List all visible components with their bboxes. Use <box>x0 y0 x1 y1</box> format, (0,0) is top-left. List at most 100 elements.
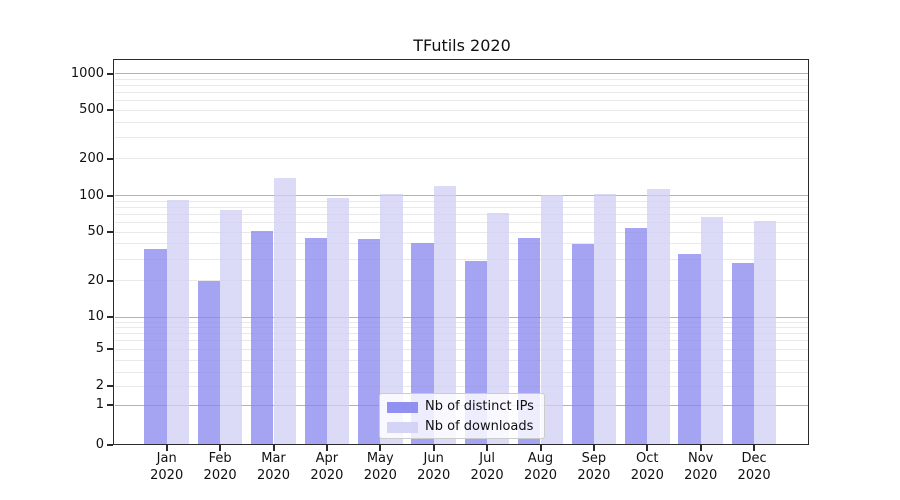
y-tick-1 <box>107 404 113 406</box>
y-gridline-minor-7 <box>115 333 809 335</box>
x-tick-label-jan: Jan 2020 <box>150 451 184 483</box>
y-tick-1000 <box>107 72 113 75</box>
y-gridline-minor-200 <box>115 158 809 160</box>
chart-title: TFutils 2020 <box>413 36 511 55</box>
bar-downloads-aug <box>540 194 563 445</box>
bar-ips-feb <box>197 280 221 445</box>
bar-downloads-dec <box>754 220 777 445</box>
y-gridline-major-10 <box>115 316 809 318</box>
y-gridline-minor-50 <box>115 231 809 233</box>
x-tick-mar <box>272 445 275 451</box>
x-tick-label-jun: Jun 2020 <box>417 451 451 483</box>
bar-ips-apr <box>304 237 327 445</box>
y-tick-5 <box>107 348 113 350</box>
y-tick-label-0: 0 <box>95 437 104 452</box>
y-gridline-minor-70 <box>115 213 809 215</box>
bar-downloads-sep <box>593 194 617 445</box>
y-gridline-minor-9 <box>115 321 809 323</box>
x-tick-label-apr: Apr 2020 <box>310 451 344 483</box>
x-tick-label-dec: Dec 2020 <box>737 451 771 483</box>
x-tick-label-mar: Mar 2020 <box>256 451 291 483</box>
x-tick-label-may: May 2020 <box>363 451 397 483</box>
y-gridline-minor-80 <box>115 206 809 208</box>
bar-downloads-mar <box>273 177 296 445</box>
y-gridline-minor-20 <box>115 280 809 282</box>
y-gridline-minor-30 <box>115 258 809 260</box>
x-tick-sep <box>592 445 595 451</box>
bar-downloads-oct <box>647 189 670 445</box>
y-gridline-minor-800 <box>115 85 809 87</box>
x-tick-label-sep: Sep 2020 <box>577 451 611 483</box>
bar-downloads-jun <box>433 186 456 445</box>
y-tick-label-5: 5 <box>95 341 104 356</box>
bar-ips-sep <box>571 243 594 445</box>
legend-swatch-distinct-ips-icon <box>387 401 418 413</box>
y-tick-label-20: 20 <box>87 272 104 288</box>
y-gridline-major-100 <box>115 195 809 196</box>
y-tick-label-500: 500 <box>79 102 104 118</box>
y-tick-10 <box>107 316 113 319</box>
y-tick-label-1000: 1000 <box>70 65 104 81</box>
bar-ips-mar <box>251 231 274 445</box>
y-tick-label-2: 2 <box>95 378 104 393</box>
x-tick-oct <box>646 445 649 451</box>
y-tick-0 <box>107 444 113 446</box>
legend: Nb of distinct IPs Nb of downloads <box>379 393 545 439</box>
y-gridline-minor-4 <box>115 359 809 361</box>
y-gridline-minor-40 <box>115 243 809 245</box>
y-gridline-minor-3 <box>115 371 809 373</box>
y-gridline-minor-700 <box>115 92 809 94</box>
y-tick-50 <box>107 231 113 234</box>
bar-downloads-feb <box>220 210 243 445</box>
y-gridline-minor-400 <box>115 121 809 123</box>
y-gridline-minor-900 <box>115 78 809 80</box>
legend-label-downloads: Nb of downloads <box>425 419 534 434</box>
x-tick-jan <box>165 445 168 451</box>
y-gridline-minor-2 <box>115 385 809 387</box>
y-tick-label-50: 50 <box>87 224 104 240</box>
bar-ips-dec <box>731 262 755 445</box>
y-gridline-minor-90 <box>115 200 809 202</box>
y-tick-label-10: 10 <box>87 309 104 325</box>
x-tick-may <box>379 445 382 451</box>
y-gridline-major-1000 <box>115 73 809 75</box>
y-tick-2 <box>107 385 113 387</box>
bar-downloads-apr <box>326 197 350 445</box>
y-tick-label-100: 100 <box>79 187 104 203</box>
x-tick-nov <box>699 445 702 451</box>
legend-row-distinct-ips: Nb of distinct IPs <box>380 397 544 417</box>
x-tick-aug <box>539 445 542 451</box>
legend-label-distinct-ips: Nb of distinct IPs <box>425 399 534 414</box>
x-tick-jun <box>432 445 435 451</box>
x-tick-apr <box>325 445 328 451</box>
bar-ips-oct <box>625 228 648 445</box>
y-tick-100 <box>107 194 113 197</box>
x-tick-dec <box>753 445 756 451</box>
y-gridline-minor-300 <box>115 136 809 138</box>
bar-downloads-jan <box>166 199 189 445</box>
y-gridline-minor-600 <box>115 100 809 102</box>
y-tick-label-1: 1 <box>95 397 104 412</box>
y-gridline-minor-6 <box>115 340 809 342</box>
bar-downloads-nov <box>700 217 723 445</box>
bar-downloads-may <box>380 193 403 445</box>
bar-ips-nov <box>678 254 701 445</box>
y-gridline-minor-500 <box>115 109 809 111</box>
axes-spines <box>113 59 809 445</box>
y-gridline-minor-8 <box>115 326 809 328</box>
x-tick-feb <box>219 445 222 451</box>
y-gridline-minor-5 <box>115 348 809 350</box>
x-tick-label-aug: Aug 2020 <box>523 451 558 483</box>
bar-downloads-jul <box>487 212 510 445</box>
y-tick-200 <box>107 157 113 160</box>
y-gridline-minor-60 <box>115 221 809 223</box>
x-tick-label-oct: Oct 2020 <box>630 451 664 483</box>
x-tick-label-nov: Nov 2020 <box>684 451 718 483</box>
bar-ips-jan <box>144 249 167 445</box>
y-tick-label-200: 200 <box>79 150 104 166</box>
x-tick-label-jul: Jul 2020 <box>470 451 504 483</box>
y-tick-20 <box>107 279 113 282</box>
x-tick-jul <box>486 445 489 451</box>
x-tick-label-feb: Feb 2020 <box>203 451 237 483</box>
